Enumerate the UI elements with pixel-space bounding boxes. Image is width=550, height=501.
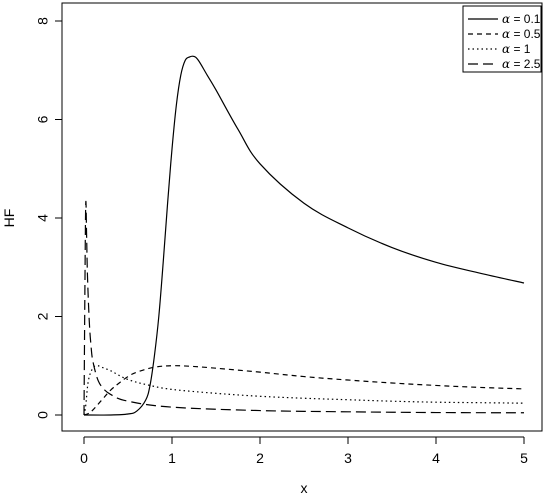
x-tick-label: 3 [344, 450, 352, 466]
legend-value: = 0.1 [510, 12, 541, 26]
y-axis-title: HF [1, 209, 17, 228]
series-layer [83, 55, 525, 416]
y-tick-label: 0 [35, 411, 51, 419]
legend-alpha-symbol: α [502, 12, 510, 26]
legend-alpha-symbol: α [502, 57, 510, 71]
series-line-2 [83, 365, 525, 416]
series-line-1 [83, 55, 525, 416]
x-axis: 0 1 2 3 4 5 [80, 436, 528, 466]
legend: α = 0.1α = 0.5α = 1α = 2.5 [462, 5, 542, 73]
y-tick-label: 2 [35, 312, 51, 320]
y-axis: 0 2 4 6 8 [35, 17, 63, 419]
y-tick-label: 6 [35, 115, 51, 123]
series-line-4 [83, 200, 525, 416]
x-tick-label: 1 [168, 450, 176, 466]
x-tick-label: 5 [520, 450, 528, 466]
legend-label-2: α = 0.5 [502, 27, 541, 41]
legend-label-4: α = 2.5 [502, 57, 541, 71]
legend-label-3: α = 1 [502, 42, 531, 56]
legend-value: = 1 [510, 42, 531, 56]
legend-box [462, 5, 542, 73]
x-tick-label: 4 [432, 450, 440, 466]
y-tick-label: 8 [35, 17, 51, 25]
x-tick-label: 2 [256, 450, 264, 466]
y-tick-label: 4 [35, 214, 51, 222]
legend-value: = 0.5 [510, 27, 541, 41]
legend-value: = 2.5 [510, 57, 541, 71]
legend-alpha-symbol: α [502, 42, 510, 56]
legend-label-1: α = 0.1 [502, 12, 541, 26]
x-axis-title: x [301, 480, 308, 496]
legend-alpha-symbol: α [502, 27, 510, 41]
series-line-3 [83, 365, 525, 416]
x-tick-label: 0 [80, 450, 88, 466]
